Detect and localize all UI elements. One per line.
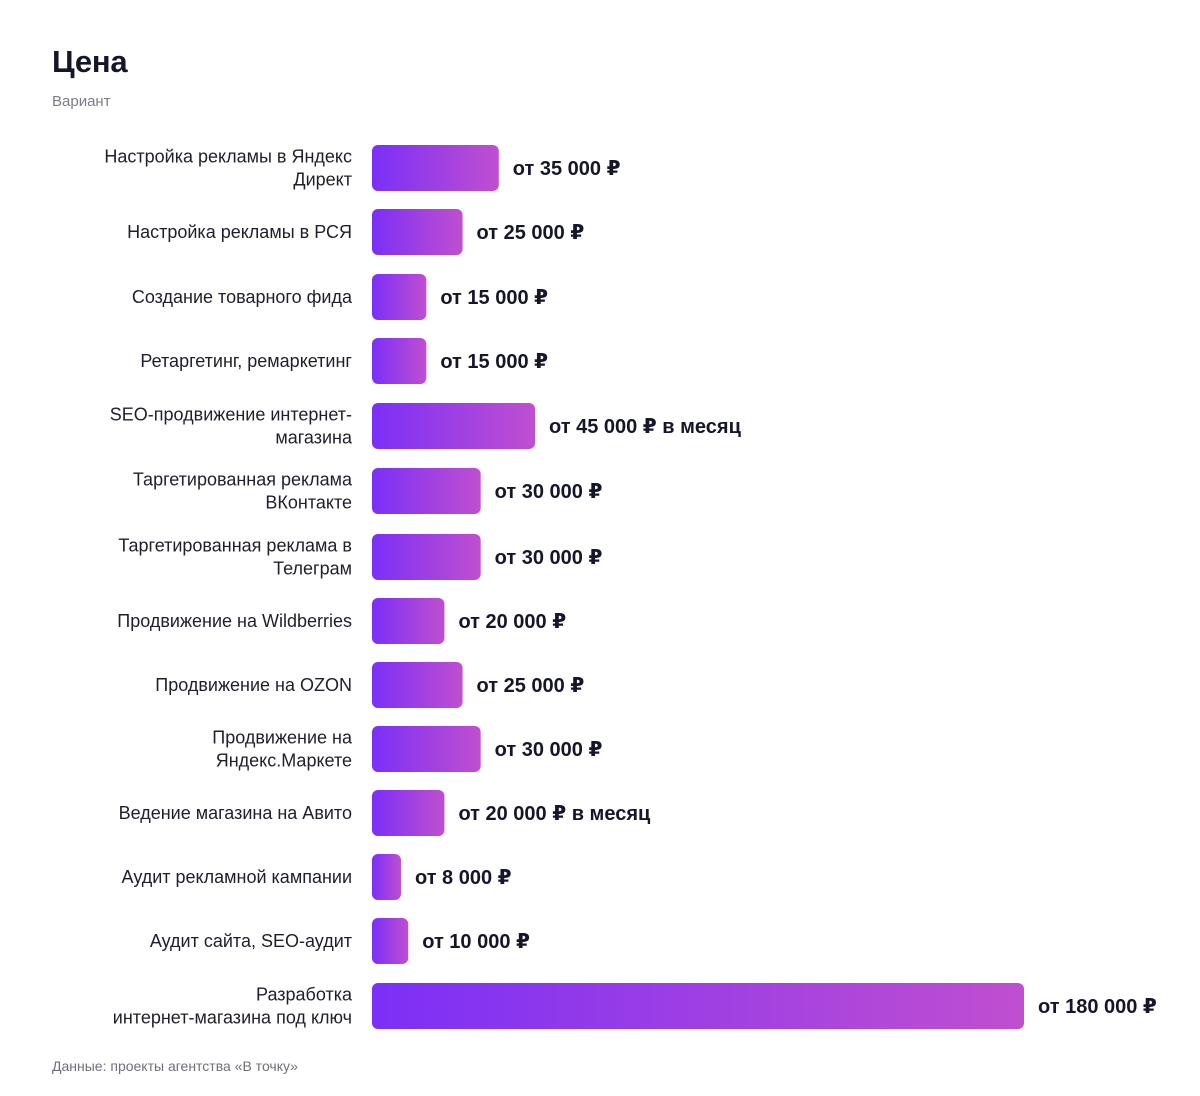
source-note: Данные: проекты агентства «В точку» [52,1058,298,1074]
value-label: от 10 000 ₽ [422,931,530,953]
bar [372,338,427,384]
bar [372,403,535,449]
bar [372,598,445,644]
category-label: Аудит сайта, SEO-аудит [150,931,352,951]
value-label: от 30 000 ₽ [495,481,603,503]
bar [372,983,1024,1029]
value-label: от 15 000 ₽ [440,287,548,309]
bar [372,854,401,900]
value-label: от 8 000 ₽ [415,867,512,889]
category-label: Создание товарного фида [132,287,353,307]
bar [372,662,463,708]
value-label: от 25 000 ₽ [477,675,585,697]
bar [372,534,481,580]
bar [372,209,463,255]
category-label: Таргетированная реклама ВКонтакте [133,470,353,513]
value-label: от 20 000 ₽ [458,611,566,633]
category-label: Настройка рекламы в РСЯ [127,222,352,242]
bar [372,468,481,514]
category-label: Ретаргетинг, ремаркетинг [140,351,352,371]
category-label: Ведение магазина на Авито [119,803,352,823]
category-label: Аудит рекламной кампании [122,867,352,887]
category-label: SEO-продвижение интернет-магазина [110,405,353,448]
category-label: Разработка интернет-магазина под ключ [113,985,353,1028]
value-label: от 35 000 ₽ [513,158,621,180]
bar [372,145,499,191]
bar [372,274,427,320]
value-label: от 45 000 ₽ в месяц [549,416,742,438]
bar [372,790,445,836]
bar [372,918,409,964]
category-label: Продвижение на OZON [155,675,352,695]
bars-layer: Настройка рекламы в Яндекс Директ от 35 00… [104,145,1157,1029]
value-label: от 15 000 ₽ [440,351,548,373]
value-label: от 20 000 ₽ в месяц [458,803,651,825]
category-label: Таргетированная реклама в Телеграм [118,536,352,579]
chart-subtitle: Вариант [52,93,111,110]
value-label: от 30 000 ₽ [495,547,603,569]
value-label: от 25 000 ₽ [477,222,585,244]
category-label: Настройка рекламы в Яндекс Директ [104,147,352,190]
value-label: от 180 000 ₽ [1038,996,1157,1018]
value-label: от 30 000 ₽ [495,739,603,761]
chart-title: Цена [52,44,128,79]
bar [372,726,481,772]
category-label: Продвижение на Яндекс.Маркете [212,728,353,771]
category-label: Продвижение на Wildberries [117,611,352,631]
